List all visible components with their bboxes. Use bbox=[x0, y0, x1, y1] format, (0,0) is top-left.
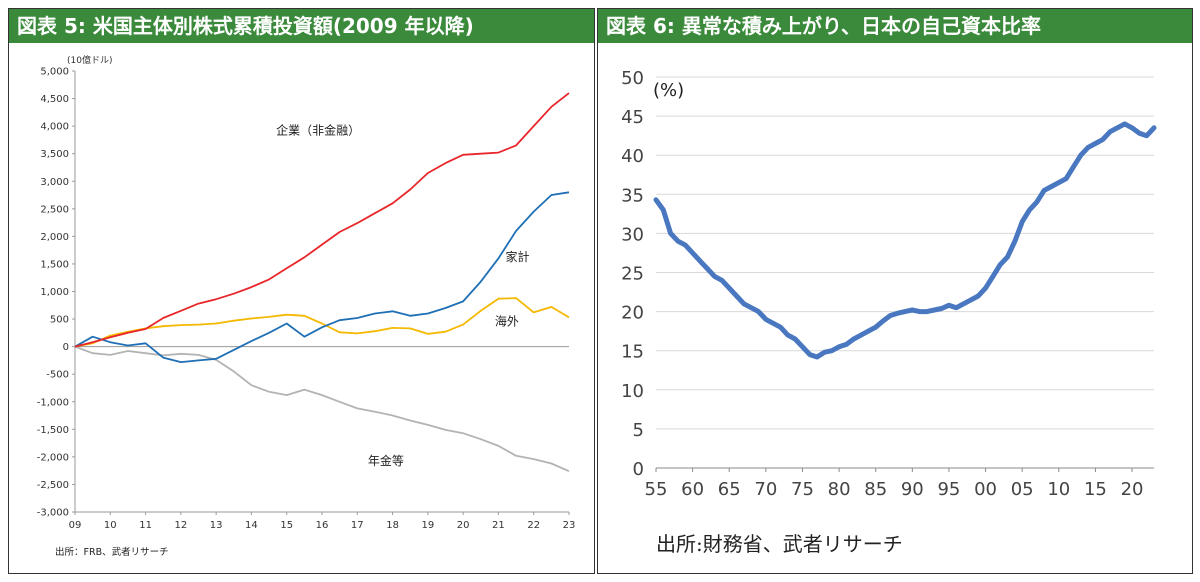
x-tick-label: 16 bbox=[316, 520, 329, 531]
series-foreign-line bbox=[74, 297, 570, 348]
x-tick-label: 13 bbox=[210, 520, 223, 531]
y-tick-label: 40 bbox=[621, 146, 644, 167]
y-tick-label: 4,000 bbox=[40, 122, 69, 133]
x-tick-label: 09 bbox=[69, 520, 82, 531]
x-tick-label: 11 bbox=[139, 520, 152, 531]
y-tick-label: 45 bbox=[621, 107, 644, 128]
y-tick-label: -500 bbox=[46, 370, 69, 381]
right-chart-source: 出所:財務省、武者リサーチ bbox=[656, 532, 903, 556]
y-tick-label: 25 bbox=[621, 264, 644, 285]
y-tick-label: -2,000 bbox=[37, 452, 69, 463]
equity-ratio-line bbox=[653, 121, 1157, 360]
left-chart-panel: 図表 5: 米国主体別株式累積投資額(2009 年以降) bbox=[8, 8, 595, 574]
x-tick-label: 23 bbox=[563, 520, 576, 531]
y-tick-label: 500 bbox=[50, 315, 69, 326]
x-tick-label: 20 bbox=[1121, 479, 1144, 500]
y-tick-label: 2,500 bbox=[40, 204, 69, 215]
right-chart-header: 図表 6: 異常な積み上がり、日本の自己資本比率 bbox=[598, 9, 1192, 43]
y-tick-label: 5 bbox=[633, 420, 644, 441]
x-tick-label: 75 bbox=[791, 479, 814, 500]
x-tick-label: 22 bbox=[527, 520, 540, 531]
x-tick-label: 65 bbox=[718, 479, 741, 500]
series-label-foreign: 海外 bbox=[495, 314, 519, 329]
y-tick-label: 20 bbox=[621, 303, 644, 324]
y-tick-label: 2,000 bbox=[40, 232, 69, 243]
series-label-corporate: 企業（非金融） bbox=[276, 122, 360, 137]
x-tick-label: 55 bbox=[645, 479, 668, 500]
x-tick-label: 10 bbox=[104, 520, 117, 531]
us-equity-chart: (10億ドル)5,000 4,500 4,000 3,500 3,000 2,500 2,0… bbox=[37, 54, 576, 531]
x-tick-label: 05 bbox=[1011, 479, 1034, 500]
y-tick-label: -2,500 bbox=[37, 480, 69, 491]
series-pension-line bbox=[74, 345, 570, 473]
x-tick-label: 90 bbox=[901, 479, 924, 500]
series-label-household: 家計 bbox=[505, 249, 529, 264]
y-tick-label: 5,000 bbox=[40, 67, 69, 78]
x-tick-label: 85 bbox=[864, 479, 887, 500]
x-tick-label: 95 bbox=[937, 479, 960, 500]
y-unit-label: (%) bbox=[653, 80, 684, 101]
x-tick-label: 20 bbox=[457, 520, 470, 531]
y-tick-label: 0 bbox=[63, 342, 69, 353]
y-tick-label: -1,000 bbox=[37, 397, 69, 408]
y-tick-label: 3,000 bbox=[40, 177, 69, 188]
x-tick-label: 00 bbox=[974, 479, 997, 500]
x-tick-label: 14 bbox=[245, 520, 258, 531]
y-tick-label: 1,500 bbox=[40, 259, 69, 270]
x-tick-label: 70 bbox=[754, 479, 777, 500]
right-chart-panel: 図表 6: 異常な積み上がり、日本の自己資本比率 bbox=[597, 8, 1193, 574]
x-tick-label: 15 bbox=[280, 520, 293, 531]
x-tick-label: 17 bbox=[351, 520, 364, 531]
y-tick-label: 1,000 bbox=[40, 287, 69, 298]
y-tick-label: 50 bbox=[621, 68, 644, 89]
y-tick-label: 0 bbox=[633, 459, 644, 480]
y-tick-label: 15 bbox=[621, 342, 644, 363]
x-tick-label: 21 bbox=[492, 520, 505, 531]
x-tick-label: 15 bbox=[1084, 479, 1107, 500]
series-corporate-line bbox=[74, 92, 570, 348]
y-tick-label: 35 bbox=[621, 185, 644, 206]
x-tick-label: 19 bbox=[421, 520, 434, 531]
series-label-pension: 年金等 bbox=[368, 453, 404, 468]
y-tick-label: 3,500 bbox=[40, 149, 69, 160]
x-tick-label: 80 bbox=[828, 479, 851, 500]
x-tick-label: 10 bbox=[1047, 479, 1070, 500]
y-tick-label: 10 bbox=[621, 381, 644, 402]
y-tick-label: 30 bbox=[621, 224, 644, 245]
left-chart-header: 図表 5: 米国主体別株式累積投資額(2009 年以降) bbox=[9, 9, 594, 43]
y-tick-label: 4,500 bbox=[40, 94, 69, 105]
y-tick-label: -1,500 bbox=[37, 425, 69, 436]
x-tick-label: 18 bbox=[386, 520, 399, 531]
left-chart-source: 出所：FRB、武者リサーチ bbox=[55, 547, 169, 558]
x-tick-label: 60 bbox=[681, 479, 704, 500]
y-tick-label: -3,000 bbox=[37, 508, 69, 519]
y-unit-label: (10億ドル) bbox=[67, 54, 112, 66]
series-household-line bbox=[74, 191, 570, 364]
x-tick-label: 12 bbox=[174, 520, 187, 531]
